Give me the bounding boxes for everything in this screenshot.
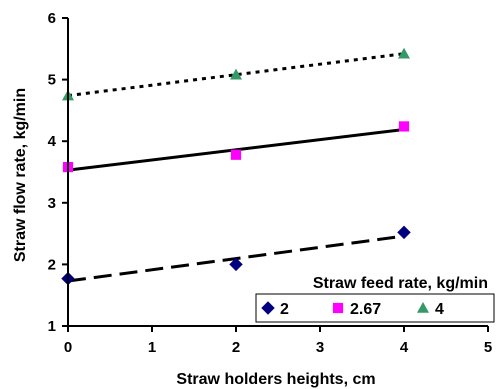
legend-marker-4 xyxy=(417,302,429,313)
x-tick-label: 5 xyxy=(484,339,492,356)
trend-line-4 xyxy=(67,52,405,98)
data-point-2.67 xyxy=(398,121,410,132)
y-tick-label: 4 xyxy=(48,133,57,150)
x-tick-label: 3 xyxy=(316,339,324,356)
data-point-4 xyxy=(398,47,410,59)
x-tick-label: 2 xyxy=(232,339,240,356)
x-tick-label: 1 xyxy=(148,339,156,356)
y-tick-label: 5 xyxy=(48,72,56,89)
data-point-2 xyxy=(397,225,411,240)
data-points xyxy=(61,47,411,286)
legend-label-4: 4 xyxy=(435,301,444,318)
y-tick-label: 1 xyxy=(48,318,56,335)
legend: Straw feed rate, kg/min 2 2.67 4 xyxy=(255,275,495,323)
legend-marker-2.67 xyxy=(332,302,344,314)
trend-lines xyxy=(67,52,405,283)
legend-title: Straw feed rate, kg/min xyxy=(313,275,488,292)
legend-entries: 2 2.67 4 xyxy=(261,301,444,318)
legend-box xyxy=(255,293,495,323)
y-axis-title: Straw flow rate, kg/min xyxy=(12,88,29,262)
x-tick-label: 4 xyxy=(400,339,409,356)
y-tick-label: 3 xyxy=(48,195,56,212)
data-point-2 xyxy=(229,257,243,272)
x-axis-ticks: 0 1 2 3 4 5 xyxy=(64,326,492,356)
legend-label-2.67: 2.67 xyxy=(350,301,381,318)
data-point-4 xyxy=(230,68,242,80)
data-point-2.67 xyxy=(230,149,242,160)
x-tick-label: 0 xyxy=(64,339,72,356)
legend-marker-2 xyxy=(261,301,275,315)
y-tick-label: 6 xyxy=(48,10,56,27)
legend-label-2: 2 xyxy=(280,301,289,318)
y-axis-ticks: 1 2 3 4 5 6 xyxy=(48,10,68,335)
x-axis-title: Straw holders heights, cm xyxy=(176,371,375,388)
y-tick-label: 2 xyxy=(48,256,56,273)
